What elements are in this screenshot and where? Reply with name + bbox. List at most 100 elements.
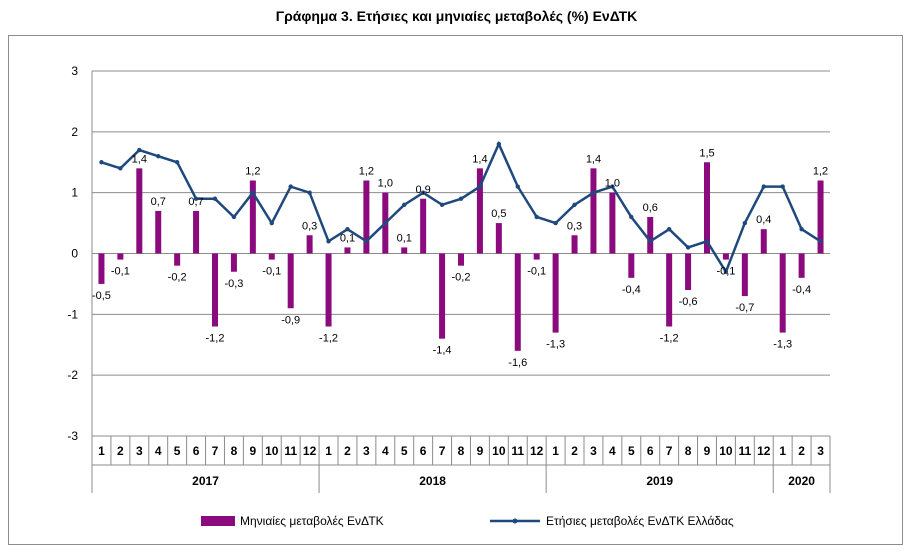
line-point-9 <box>250 190 256 195</box>
line-point-21 <box>477 184 483 189</box>
x-tick-label: 10 <box>719 444 733 458</box>
line-point-12 <box>307 190 312 195</box>
x-tick-label: 2 <box>571 444 578 458</box>
chart-title: Γράφημα 3. Ετήσιες και μηνιαίες μεταβολέ… <box>275 8 638 24</box>
x-tick-label: 2 <box>117 444 124 458</box>
x-tick-label: 3 <box>590 444 597 458</box>
line-point-31 <box>666 226 672 232</box>
bar-data-label: -0,9 <box>281 314 300 326</box>
line-point-19 <box>439 202 445 208</box>
x-tick-label: 9 <box>704 444 711 458</box>
line-point-37 <box>780 184 785 189</box>
bar-data-label: -0,2 <box>452 272 471 284</box>
bar-data-label: -0,5 <box>92 290 111 302</box>
line-point-27 <box>591 190 596 195</box>
bar-month-17 <box>401 247 408 254</box>
x-tick-label: 8 <box>458 444 465 458</box>
line-point-39 <box>818 239 823 244</box>
x-tick-label: 9 <box>477 444 484 458</box>
bar-month-28 <box>609 192 616 254</box>
line-point-29 <box>629 214 634 220</box>
x-tick-label: 6 <box>647 444 654 458</box>
line-point-5 <box>174 160 180 165</box>
bar-month-38 <box>798 253 805 278</box>
x-tick-label: 4 <box>609 444 616 458</box>
bar-data-label: -1,6 <box>508 357 527 369</box>
y-tick-label: -2 <box>67 368 78 382</box>
bar-month-13 <box>325 253 332 327</box>
line-point-3 <box>137 147 142 153</box>
bar-month-22 <box>495 223 502 254</box>
bar-data-label: 0,1 <box>397 232 412 244</box>
bar-month-29 <box>628 253 635 278</box>
x-tick-label: 1 <box>779 444 786 458</box>
x-tick-label: 11 <box>511 444 524 458</box>
bar-month-23 <box>514 253 521 351</box>
bar-month-35 <box>741 253 748 297</box>
annual-change-line <box>101 140 822 275</box>
bar-month-27 <box>590 168 597 254</box>
bar-data-label: -0,6 <box>679 296 698 308</box>
x-tick-label: 11 <box>739 444 752 458</box>
bar-month-10 <box>268 253 275 260</box>
legend-line-marker <box>512 518 518 524</box>
bar-month-36 <box>760 229 767 254</box>
bar-month-24 <box>533 253 540 260</box>
bar-month-7 <box>212 253 218 327</box>
bar-data-label: -0,3 <box>224 278 243 290</box>
bar-data-label: -1,4 <box>433 345 452 357</box>
x-tick-label: 3 <box>363 444 370 458</box>
x-tick-label: 8 <box>231 444 238 458</box>
data-labels: -0,5-0,11,40,7-0,20,7-1,2-0,31,2-0,1-0,9… <box>92 147 828 369</box>
bar-month-11 <box>287 253 294 309</box>
bar-month-18 <box>420 198 427 254</box>
bar-month-12 <box>306 235 313 254</box>
line-point-15 <box>364 239 369 244</box>
bar-month-14 <box>344 247 351 254</box>
bar-month-2 <box>117 253 124 260</box>
bar-month-3 <box>136 168 143 254</box>
bar-data-label: -0,1 <box>262 266 281 278</box>
y-tick-label: 2 <box>71 125 78 139</box>
bar-month-37 <box>779 253 786 333</box>
x-tick-label: 5 <box>628 444 635 458</box>
bar-data-label: -1,3 <box>773 339 792 351</box>
bar-data-label: 1,4 <box>472 153 487 165</box>
bar-month-21 <box>476 168 483 254</box>
bar-month-25 <box>552 253 559 333</box>
bar-data-label: -0,4 <box>792 284 811 296</box>
line-point-23 <box>515 184 520 189</box>
bar-data-label: 1,2 <box>245 166 260 178</box>
line-point-38 <box>799 226 804 232</box>
legend: Μηνιαίες μεταβολές ΕνΔΤΚ Ετήσιες μεταβολέ… <box>201 514 734 528</box>
bar-data-label: 0,3 <box>567 220 582 232</box>
bar-month-26 <box>571 235 578 254</box>
line-point-8 <box>231 214 237 220</box>
x-tick-label: 12 <box>530 444 544 458</box>
bar-month-33 <box>704 162 710 254</box>
bar-data-label: 0,6 <box>643 202 658 214</box>
bar-data-label: -0,1 <box>527 266 546 278</box>
line-point-18 <box>420 190 426 195</box>
bar-data-label: 1,4 <box>132 153 147 165</box>
x-tick-label: 8 <box>685 444 692 458</box>
x-tick-label: 5 <box>401 444 408 458</box>
bar-data-label: 1,0 <box>605 178 620 190</box>
bar-data-label: -1,2 <box>660 333 679 345</box>
y-tick-label: 0 <box>71 247 78 261</box>
line-point-10 <box>269 220 274 226</box>
year-label: 2020 <box>788 474 815 488</box>
legend-line-label: Ετήσιες μεταβολές ΕνΔΤΚ Ελλάδας <box>546 514 734 528</box>
line-point-7 <box>212 196 218 201</box>
bar-data-label: -0,7 <box>735 302 754 314</box>
bar-data-label: 1,2 <box>359 166 374 178</box>
y-tick-label: 3 <box>71 64 78 78</box>
year-label: 2017 <box>192 474 219 488</box>
x-tick-label: 2 <box>798 444 805 458</box>
bar-month-1 <box>98 253 105 284</box>
bar-data-label: 1,5 <box>699 147 714 159</box>
bar-data-label: -0,1 <box>716 266 735 278</box>
bar-data-label: 0,5 <box>491 208 506 220</box>
line-point-30 <box>648 239 653 244</box>
